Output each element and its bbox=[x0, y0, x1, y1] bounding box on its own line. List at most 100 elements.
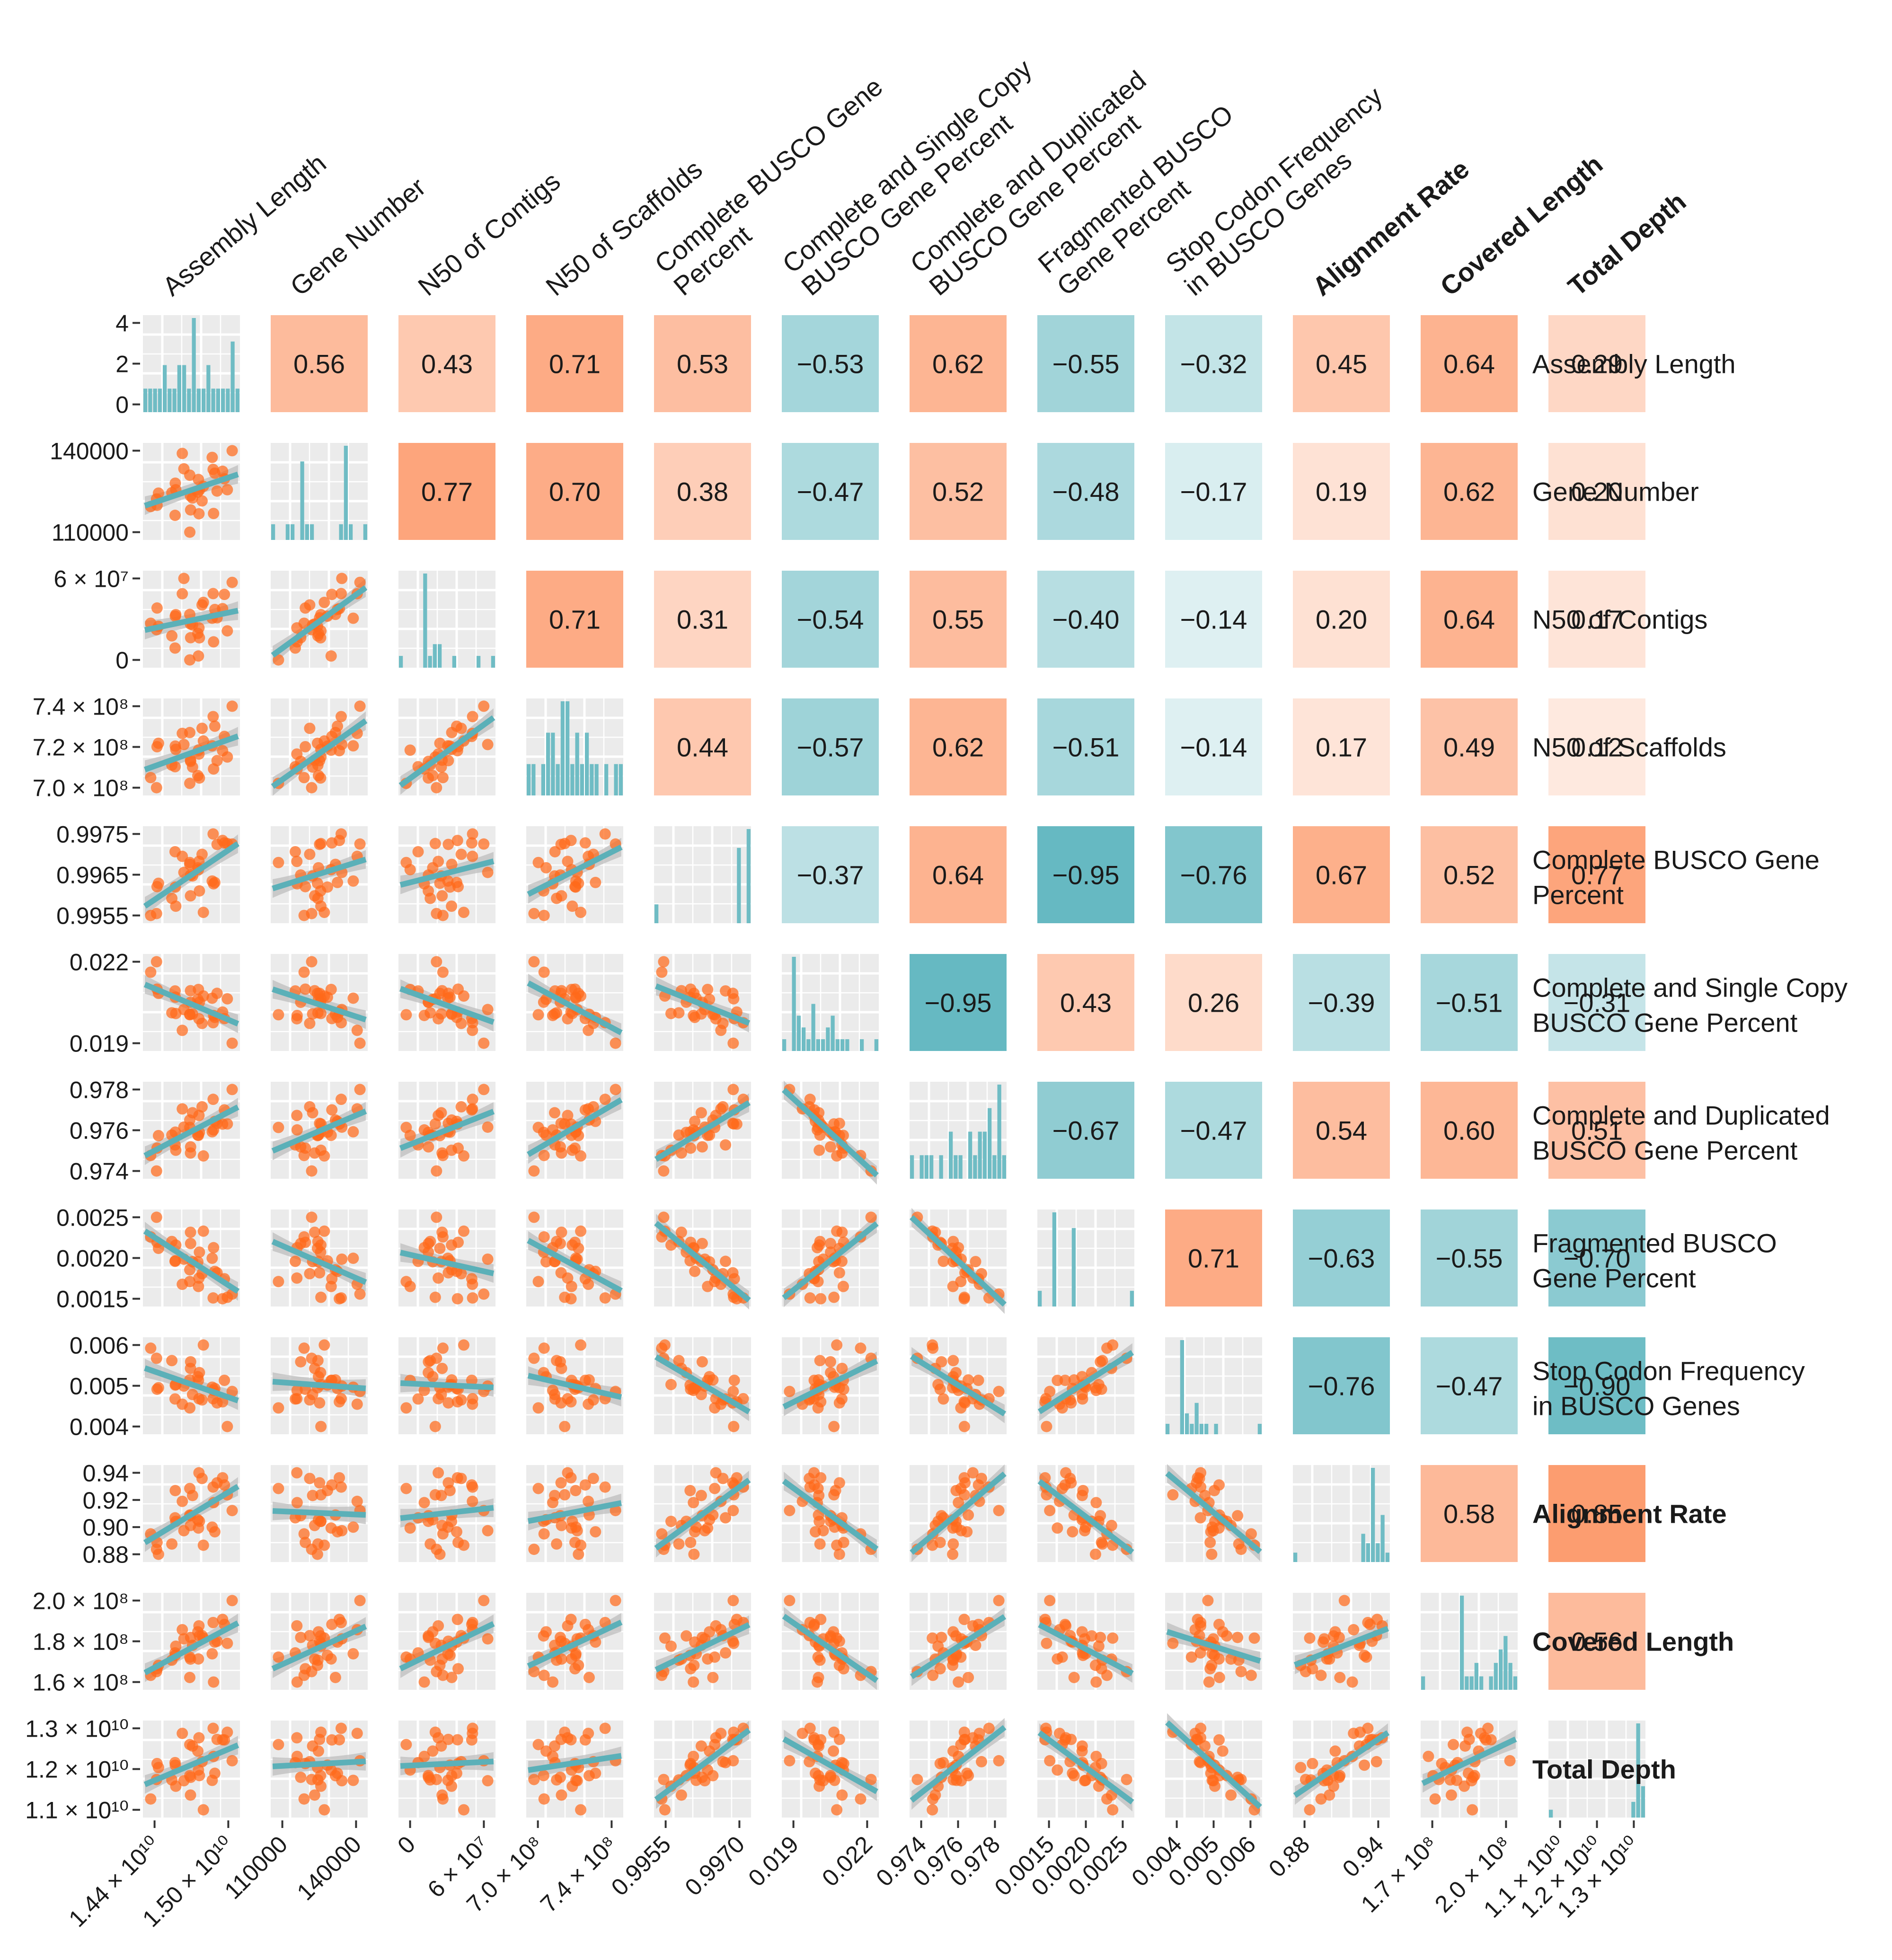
scatter-point bbox=[675, 1227, 687, 1238]
panel-r6-c10: −0.39 bbox=[1293, 954, 1390, 1051]
scatter-point bbox=[579, 1104, 591, 1116]
scatter-point bbox=[658, 1211, 670, 1223]
scatter-point bbox=[812, 1676, 823, 1688]
corr-tile bbox=[1548, 571, 1645, 668]
scatter-point bbox=[431, 1666, 442, 1677]
scatter-point bbox=[315, 1726, 327, 1738]
scatter-point bbox=[185, 1771, 196, 1783]
scatter-point bbox=[538, 909, 550, 921]
fit-line bbox=[527, 1500, 622, 1524]
hist-bar bbox=[982, 1131, 987, 1179]
scatter-point bbox=[150, 1211, 162, 1223]
scatter-point bbox=[727, 1755, 739, 1766]
scatter-point bbox=[151, 741, 163, 753]
scatter-point bbox=[1370, 1756, 1382, 1767]
scatter-point bbox=[937, 1255, 949, 1267]
scatter-point bbox=[437, 1528, 449, 1540]
scatter-point bbox=[590, 1636, 601, 1648]
scatter-point bbox=[599, 828, 611, 840]
fit-line bbox=[143, 1620, 239, 1676]
scatter-point bbox=[436, 1227, 448, 1238]
hist-bar bbox=[291, 524, 295, 540]
scatter-point bbox=[291, 1110, 303, 1121]
scatter-point bbox=[177, 448, 188, 459]
corr-tile bbox=[782, 315, 879, 412]
hist-bar bbox=[271, 524, 275, 540]
scatter-point bbox=[193, 1467, 205, 1479]
scatter-point bbox=[528, 1352, 540, 1364]
scatter-point bbox=[208, 763, 220, 775]
scatter-point bbox=[458, 1225, 470, 1237]
scatter-point bbox=[315, 1239, 327, 1251]
corr-value: 0.17 bbox=[1571, 605, 1623, 635]
scatter-point bbox=[192, 1626, 204, 1638]
scatter-point bbox=[813, 1780, 825, 1792]
scatter-point bbox=[824, 1141, 836, 1153]
panel-r11-c12: 0.56 bbox=[1548, 1593, 1645, 1690]
scatter-point bbox=[207, 1292, 219, 1304]
corr-value: 0.62 bbox=[932, 349, 984, 379]
scatter-point bbox=[325, 1764, 337, 1776]
scatter-point bbox=[1307, 1757, 1318, 1769]
corr-tile bbox=[1293, 571, 1390, 668]
scatter-point bbox=[207, 588, 219, 600]
panel-r9-c7 bbox=[910, 1337, 1007, 1434]
scatter-point bbox=[197, 1539, 209, 1551]
fit-line bbox=[1421, 1736, 1517, 1786]
corr-tile bbox=[1165, 698, 1262, 795]
scatter-point bbox=[289, 642, 301, 654]
scatter-point bbox=[354, 1037, 366, 1049]
scatter-point bbox=[689, 1115, 701, 1127]
scatter-point bbox=[226, 1595, 238, 1607]
y-tick-label: 0.0025 bbox=[56, 1204, 129, 1231]
scatter-point bbox=[354, 838, 366, 850]
corr-tile bbox=[1548, 1082, 1645, 1179]
corr-value: 0.20 bbox=[1571, 477, 1623, 507]
panel-r1-c9: −0.32 bbox=[1165, 315, 1262, 412]
scatter-point bbox=[467, 850, 478, 862]
panel-r10-c9 bbox=[1165, 1464, 1262, 1562]
scatter-point bbox=[351, 1495, 363, 1507]
fit-line bbox=[654, 1477, 751, 1551]
scatter-point bbox=[427, 862, 439, 874]
scatter-point bbox=[1232, 1632, 1244, 1643]
panel-r12-c1 bbox=[143, 1721, 240, 1818]
scatter-point bbox=[554, 1237, 566, 1249]
scatter-point bbox=[838, 1663, 849, 1675]
y-tick-label: 0.006 bbox=[70, 1332, 129, 1359]
scatter-point bbox=[151, 1757, 163, 1769]
hist-bar bbox=[300, 461, 304, 540]
hist-bar bbox=[235, 388, 239, 412]
scatter-point bbox=[684, 1484, 696, 1496]
scatter-point bbox=[315, 901, 327, 912]
scatter-point bbox=[554, 1632, 566, 1643]
scatter-point bbox=[177, 588, 188, 600]
panel-r10-c12: 0.85 bbox=[1548, 1465, 1645, 1562]
scatter-point bbox=[828, 1745, 840, 1757]
scatter-point bbox=[1195, 1481, 1207, 1493]
fit-line bbox=[272, 1758, 366, 1769]
corr-value: 0.62 bbox=[932, 733, 984, 762]
panel-r3-c2 bbox=[271, 571, 368, 668]
row-label-3: N50 of Contigs bbox=[1532, 605, 1707, 635]
scatter-point bbox=[437, 1342, 449, 1354]
scatter-point bbox=[556, 1147, 567, 1159]
scatter-point bbox=[312, 1626, 324, 1638]
fit-line bbox=[144, 1365, 239, 1404]
hist-bar bbox=[1636, 1723, 1640, 1818]
scatter-point bbox=[482, 1525, 494, 1536]
panel-r4-c9: −0.14 bbox=[1165, 698, 1262, 795]
fit-line bbox=[654, 1100, 751, 1162]
fit-line bbox=[910, 1354, 1007, 1417]
row-label-5: Complete BUSCO Gene Percent bbox=[1532, 845, 1820, 910]
scatter-point bbox=[433, 1467, 444, 1479]
hist-bar bbox=[737, 848, 741, 923]
scatter-point bbox=[575, 1150, 587, 1162]
panel-background bbox=[143, 315, 240, 412]
scatter-point bbox=[423, 1237, 434, 1249]
corr-value: 0.45 bbox=[1316, 349, 1367, 379]
y-tick-label: 4 bbox=[115, 310, 129, 336]
scatter-point bbox=[528, 908, 540, 919]
scatter-point bbox=[219, 1374, 230, 1386]
scatter-point bbox=[325, 650, 337, 662]
